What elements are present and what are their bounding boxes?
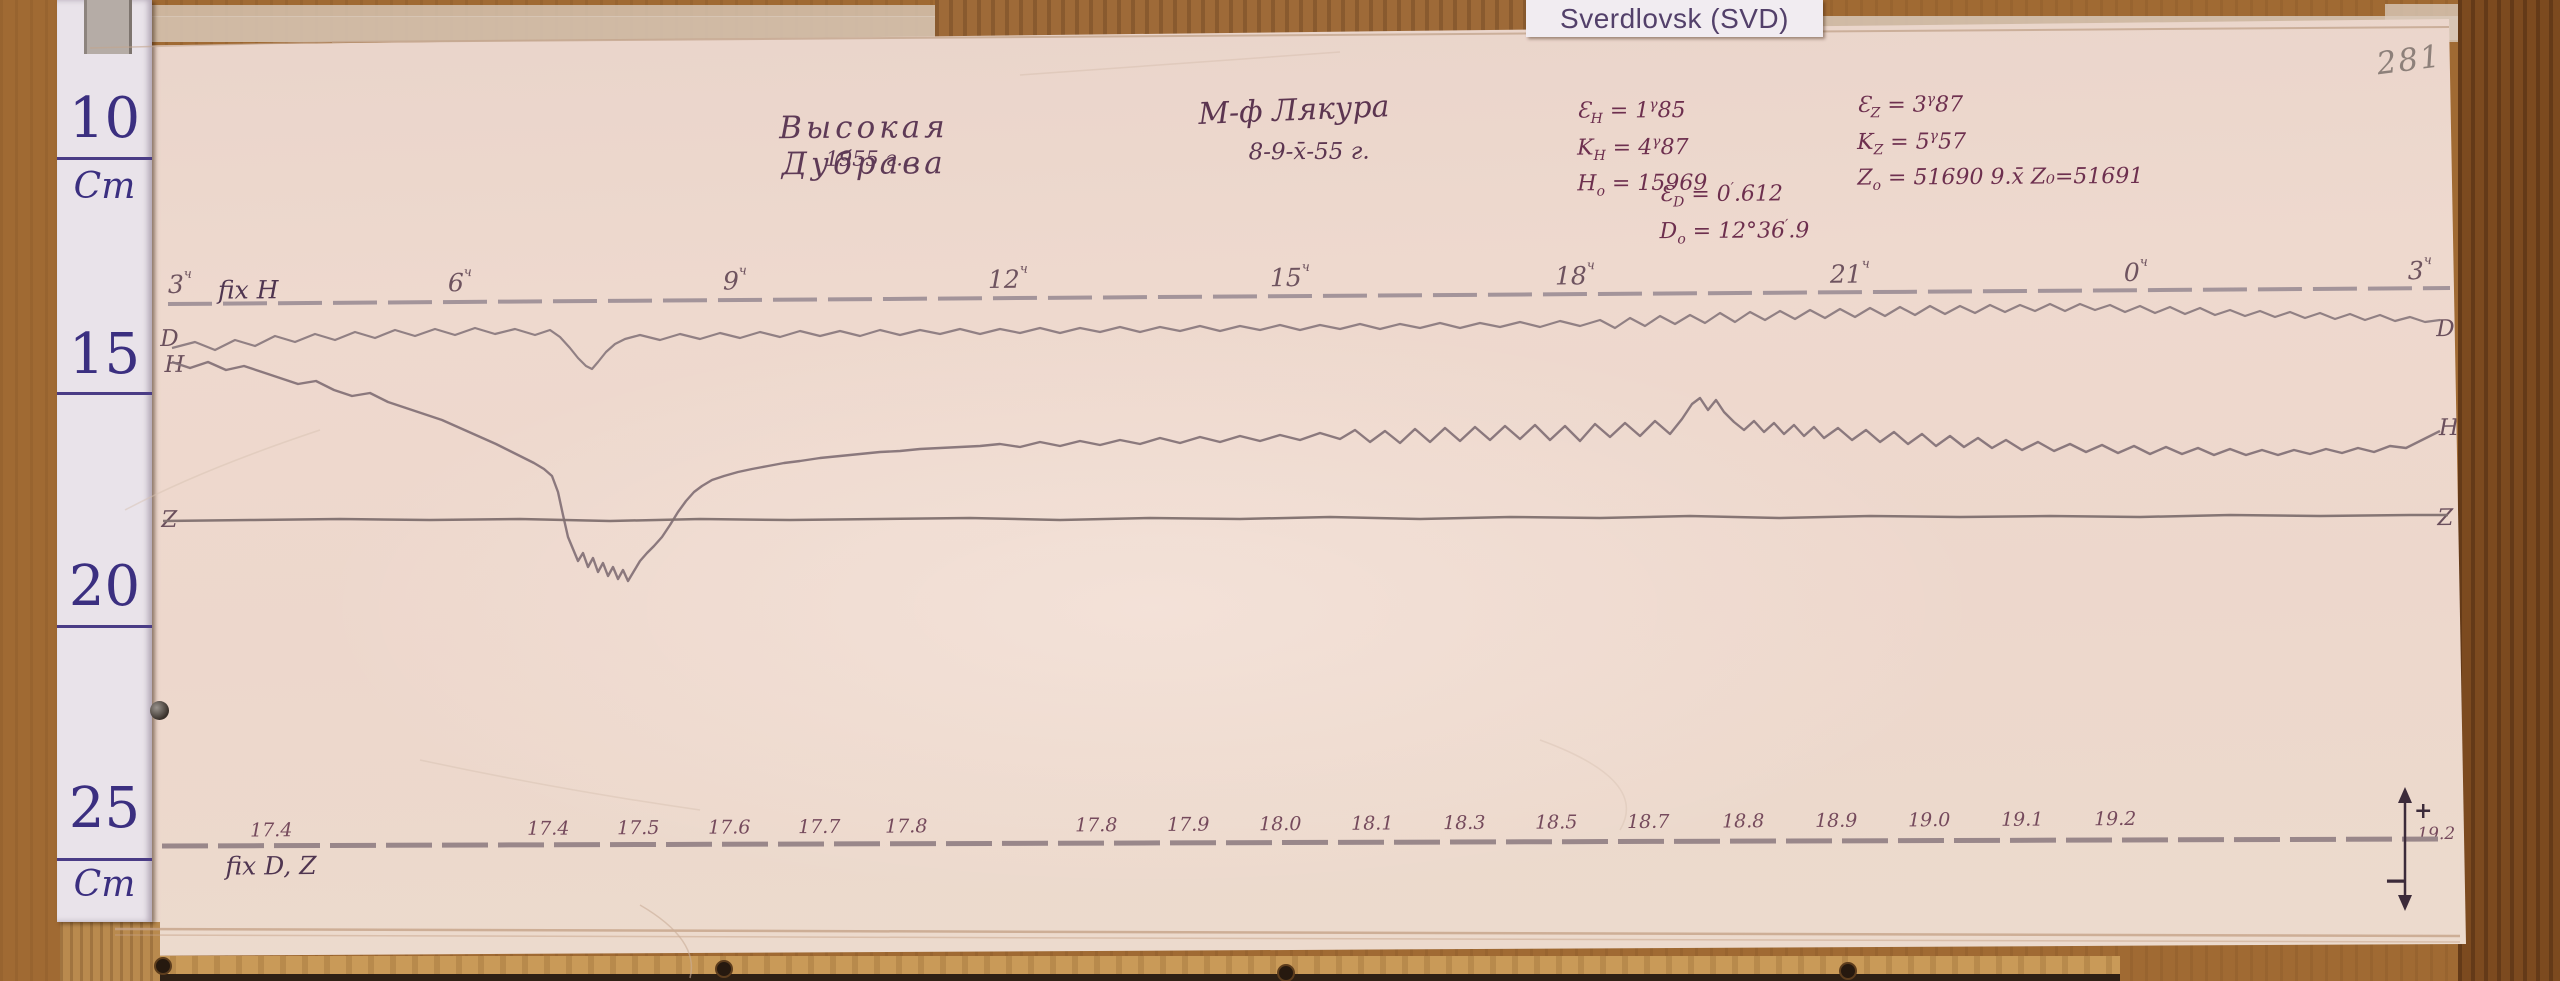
hour-label: 18ч	[1554, 257, 1595, 291]
hour-label: 3ч	[167, 266, 192, 299]
constant-row: KZ = 5γ57	[1856, 128, 1967, 159]
constant-row: Do = 12°36′.9	[1659, 217, 1810, 248]
ruler-mark: 20	[68, 554, 141, 619]
ruler-clamp	[84, 0, 132, 54]
chart-year: 1955 г.	[825, 146, 903, 171]
wood-slat	[60, 956, 2120, 976]
trace-label-z-left: Z	[161, 506, 178, 533]
temperature-label: 18.9	[1814, 809, 1858, 832]
fix-h-label: fix H	[217, 275, 279, 305]
temperature-label: 17.7	[798, 815, 841, 839]
temperature-label: 17.4	[527, 817, 570, 840]
trace-label-d-left: D	[160, 325, 179, 352]
temperature-label: 18.8	[1721, 810, 1765, 833]
ruler-mark: Cm	[73, 166, 136, 207]
page-number: 281	[2374, 38, 2444, 83]
temperature-label: 17.8	[885, 815, 928, 838]
wood-right-band	[2458, 0, 2560, 981]
constant-row: ƐD = 0′.612	[1659, 180, 1784, 211]
constant-row: ƐZ = 3γ87	[1856, 91, 1964, 122]
temperature-label: 19.0	[1907, 809, 1951, 832]
constants-column-d: ƐD = 0′.612 Do = 12°36′.9	[1659, 180, 1809, 255]
ruler-line	[57, 392, 152, 395]
temperature-label: 18.7	[1626, 810, 1670, 834]
ruler-line	[57, 858, 152, 861]
temperature-end-value: 19.2	[2417, 823, 2456, 845]
temperature-label: 17.6	[708, 816, 751, 839]
shelf-edge-strip-left	[100, 5, 935, 17]
station-name-label: Sverdlovsk (SVD)	[1526, 0, 1823, 37]
temperature-label: 17.5	[617, 816, 660, 840]
temperature-label: 19.1	[2000, 808, 2044, 831]
hour-label: 9ч	[722, 263, 747, 296]
wood-slat-shadow	[60, 974, 2120, 981]
ruler-mark: 25	[68, 776, 141, 841]
hour-label: 3ч	[2407, 252, 2432, 286]
ruler-line	[57, 625, 152, 628]
temperature-label: 17.9	[1167, 813, 1210, 836]
station-name-text: Sverdlovsk (SVD)	[1560, 2, 1789, 34]
hour-label: 15ч	[1269, 259, 1310, 293]
temperature-label: 18.3	[1442, 811, 1486, 835]
ruler-foot-wood	[60, 922, 160, 981]
hour-label: 12ч	[987, 261, 1028, 294]
constant-row: Zo = 51690 9.x̄ Z₀=51691	[1857, 163, 2144, 194]
temperature-label: 18.1	[1350, 812, 1394, 835]
fix-dz-label: fix D, Z	[225, 851, 317, 881]
ruler-line	[57, 157, 152, 160]
ruler: 10 Cm 15 20 25 Cm	[57, 0, 169, 922]
constant-row: ƐH = 1γ85	[1576, 96, 1686, 127]
constants-column-z: ƐZ = 3γ87 KZ = 5γ57 Zo = 51690 9.x̄ Z₀=516…	[1857, 90, 2144, 203]
hour-label: 0ч	[2123, 254, 2148, 288]
ruler-mark: 15	[68, 322, 141, 387]
instrument-name: М-ф Лякура	[1197, 89, 1391, 132]
temperature-label: 17.4	[250, 819, 293, 842]
ruler-mark: Cm	[73, 864, 136, 905]
trace-label-h-left: H	[164, 351, 185, 378]
hour-label: 21ч	[1829, 256, 1870, 289]
temperature-label: 18.0	[1258, 813, 1302, 836]
observation-date: 8-9-х̄-55 г.	[1248, 138, 1370, 166]
station-title: Высокая Дубрава	[779, 109, 949, 183]
ruler-mark: 10	[68, 86, 141, 151]
temperature-label: 19.2	[2093, 807, 2137, 831]
temperature-label: 17.8	[1075, 814, 1118, 837]
ruler-pin	[150, 701, 169, 720]
hour-label: 6ч	[447, 264, 472, 298]
constant-row: KH = 4γ87	[1577, 133, 1689, 164]
temperature-label: 18.5	[1534, 811, 1578, 834]
